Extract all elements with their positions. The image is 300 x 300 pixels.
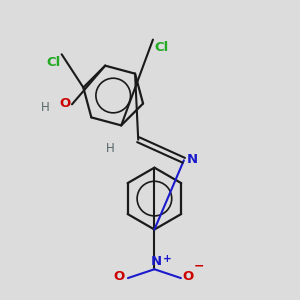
Text: H: H <box>41 101 50 114</box>
Text: +: + <box>163 254 171 264</box>
Text: O: O <box>114 270 125 283</box>
Text: H: H <box>106 142 115 155</box>
Text: Cl: Cl <box>154 41 169 54</box>
Text: N: N <box>187 153 198 166</box>
Text: −: − <box>193 260 204 273</box>
Text: Cl: Cl <box>46 56 60 69</box>
Text: O: O <box>182 270 194 283</box>
Text: O: O <box>59 97 70 110</box>
Text: N: N <box>150 255 161 268</box>
